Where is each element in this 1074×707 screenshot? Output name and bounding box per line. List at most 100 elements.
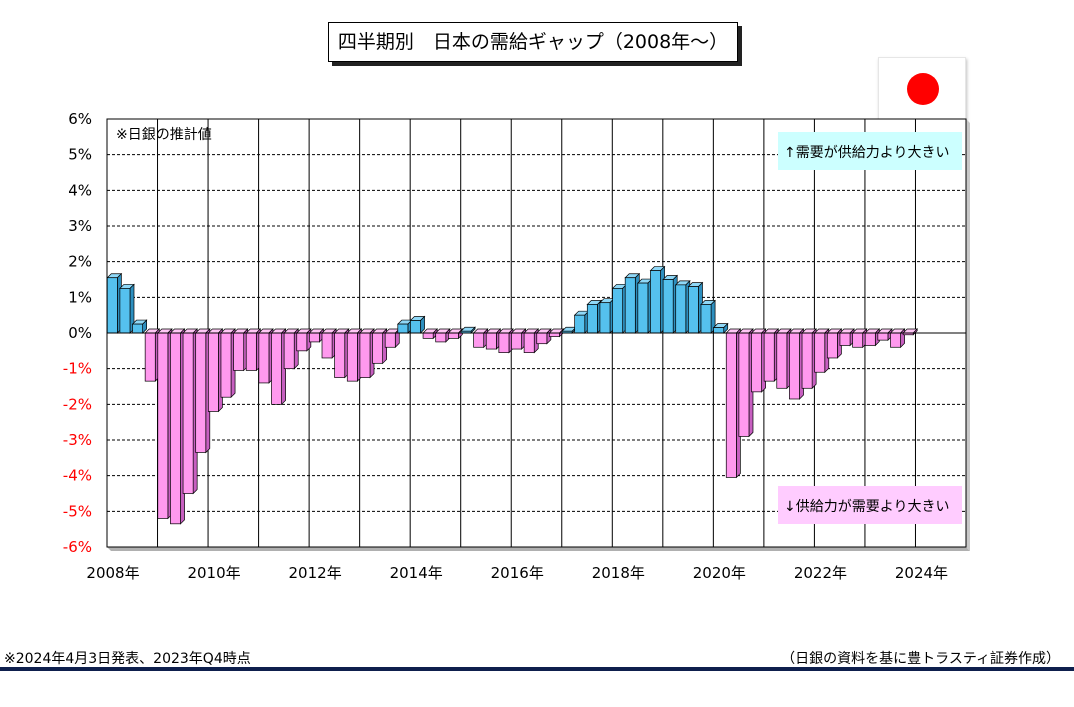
x-tick-label: 2024年	[895, 564, 948, 582]
bar-front	[132, 323, 143, 334]
bar-front	[763, 332, 775, 382]
bar-front	[258, 332, 270, 384]
bar-front	[839, 332, 851, 346]
bar-2020Q1	[712, 322, 729, 334]
x-tick-label: 2018年	[592, 564, 645, 582]
bar-2022Q1	[813, 328, 830, 374]
bar-2012Q3	[333, 328, 350, 379]
bar-2011Q2	[270, 328, 287, 406]
bar-front	[700, 304, 712, 334]
x-tick-label: 2010年	[187, 564, 240, 582]
bar-2018Q2	[624, 272, 641, 334]
bar-2017Q4	[599, 297, 615, 334]
bar-2023Q1	[864, 328, 881, 347]
bar-front	[599, 302, 611, 334]
bar-front	[321, 332, 333, 359]
bar-2014Q2	[422, 328, 439, 340]
bar-2021Q1	[763, 328, 780, 382]
bar-2019Q3	[687, 281, 704, 334]
bar-2008Q1	[106, 272, 123, 334]
bar-front	[283, 332, 295, 370]
bar-2021Q2	[775, 328, 792, 390]
bar-front	[410, 320, 421, 334]
bar-front	[220, 332, 232, 398]
bar-2018Q1	[611, 283, 628, 334]
bar-front	[346, 332, 358, 382]
release-note: ※2024年4月3日発表、2023年Q4時点	[4, 651, 251, 667]
bar-front	[852, 332, 864, 348]
bar-front	[890, 332, 901, 348]
bar-2009Q1	[156, 328, 173, 520]
bar-front	[662, 279, 674, 334]
bar-2023Q2	[876, 328, 893, 341]
bar-front	[170, 332, 181, 525]
bar-2022Q3	[839, 328, 855, 347]
bar-2011Q3	[283, 328, 300, 370]
bar-front	[435, 332, 447, 343]
bar-2015Q1	[460, 326, 476, 334]
bar-2021Q3	[788, 328, 805, 400]
bar-front	[271, 332, 282, 405]
x-tick-label: 2014年	[390, 564, 443, 582]
bar-2013Q4	[396, 319, 413, 334]
bar-front	[245, 332, 257, 371]
bar-2020Q4	[750, 328, 767, 393]
bar-front	[485, 332, 497, 350]
demand-supply-gap-chart: 6% 5% 4% 3% 2% 1% 0% -1% -2% -3% -4% -5% -6% 2008年 201…	[63, 110, 970, 582]
bar-2011Q1	[258, 328, 274, 384]
bar-2008Q2	[119, 283, 135, 334]
bar-2016Q1	[510, 328, 527, 350]
bar-2019Q1	[662, 274, 679, 334]
y-tick-label: -3%	[63, 431, 92, 449]
y-tick-label: -1%	[63, 360, 92, 378]
y-tick-label: 3%	[68, 217, 92, 235]
bar-2009Q4	[194, 328, 211, 454]
y-tick-label: 5%	[68, 146, 92, 164]
bar-front	[106, 277, 118, 334]
bar-front	[422, 332, 434, 339]
bar-2013Q3	[384, 328, 401, 349]
bar-front	[637, 282, 649, 334]
negative-label-box	[778, 486, 962, 524]
bar-2019Q2	[674, 280, 691, 334]
bar-2015Q2	[472, 328, 489, 349]
bar-front	[549, 332, 560, 337]
positive-label: ↑需要が供給力より大きい	[784, 145, 949, 161]
bar-2012Q1	[308, 328, 325, 343]
bar-2015Q3	[485, 328, 502, 350]
positive-label-box	[778, 132, 962, 170]
y-tick-label: 4%	[68, 181, 92, 199]
estimate-note: ※日銀の推計値	[116, 127, 212, 143]
x-tick-label: 2022年	[794, 564, 847, 582]
bar-2009Q3	[182, 328, 199, 495]
bar-2010Q3	[232, 328, 249, 372]
bar-front	[511, 332, 522, 350]
bottom-rule	[0, 667, 1074, 671]
bar-2016Q3	[535, 328, 552, 345]
bar-front	[801, 332, 813, 389]
bar-front	[536, 332, 548, 345]
bar-2023Q3	[889, 328, 906, 349]
bar-front	[372, 332, 383, 364]
bar-2009Q2	[169, 328, 186, 525]
bar-front	[586, 304, 598, 334]
japan-flag-icon	[878, 57, 966, 121]
bar-front	[826, 332, 838, 359]
bar-2014Q1	[409, 315, 426, 334]
bar-2012Q4	[346, 328, 363, 382]
bar-front	[523, 332, 535, 353]
bar-2021Q4	[801, 328, 817, 390]
x-tick-label: 2012年	[289, 564, 342, 582]
y-tick-label: -6%	[63, 538, 92, 556]
bar-front	[384, 332, 396, 348]
bar-front	[574, 314, 586, 334]
bar-front	[195, 332, 207, 453]
plot-side-shadow	[966, 119, 970, 551]
bar-front	[182, 332, 194, 494]
bar-front	[650, 270, 661, 334]
bar-front	[725, 332, 737, 478]
bar-2022Q4	[851, 328, 868, 349]
bar-front	[334, 332, 346, 378]
bar-front	[713, 327, 725, 334]
bar-front	[612, 288, 624, 334]
